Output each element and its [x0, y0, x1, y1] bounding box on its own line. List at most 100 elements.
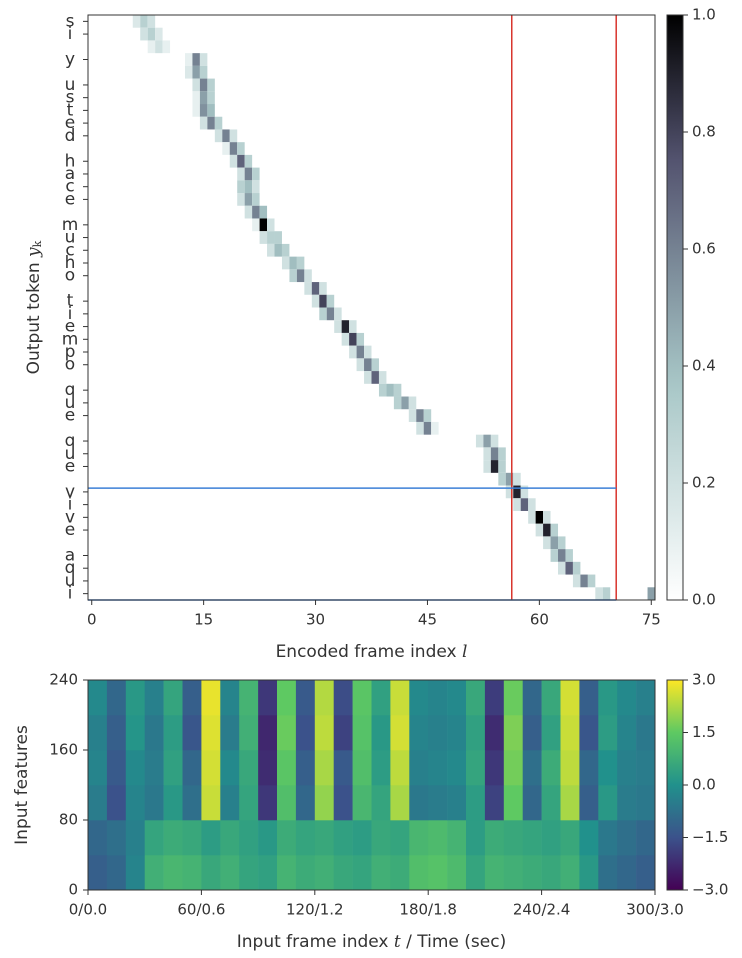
y-tick-label: t: [67, 291, 74, 311]
feature-cell: [579, 750, 599, 786]
feature-cell: [484, 785, 505, 821]
feature-cell: [106, 785, 127, 821]
attention-cell: [587, 574, 596, 588]
attention-cell: [595, 587, 603, 600]
attention-cell: [572, 574, 581, 588]
attention-cell: [505, 485, 514, 499]
feature-cell: [447, 820, 467, 856]
feature-cell: [503, 750, 523, 786]
y-tick-label: u: [65, 444, 76, 464]
feature-cell: [560, 785, 580, 821]
attention-cell: [513, 498, 521, 511]
attention-cell: [259, 231, 268, 244]
feature-cell: [522, 715, 542, 751]
y-tick-label: s: [66, 11, 75, 31]
attention-cell: [199, 78, 208, 92]
attention-cell: [274, 243, 282, 257]
feature-cell: [503, 680, 523, 716]
x-tick-label: 300/3.0: [626, 901, 684, 919]
colorbar-tick-label: 0.2: [692, 474, 716, 492]
attention-cell: [550, 536, 559, 550]
y-tick-label: i: [68, 495, 73, 515]
feature-cell: [220, 855, 240, 891]
feature-cell: [560, 820, 580, 856]
attention-cell: [296, 256, 305, 270]
feature-cell: [352, 680, 372, 716]
feature-cell: [144, 855, 164, 891]
feature-cell: [314, 750, 334, 786]
attention-cell: [214, 116, 223, 130]
attention-cell: [252, 205, 260, 219]
attention-cell: [237, 154, 245, 168]
attention-cell: [319, 294, 327, 308]
attention-cell: [237, 167, 245, 181]
x-tick-label: 0: [87, 611, 97, 629]
attention-cell: [155, 27, 163, 41]
feature-cell: [522, 820, 542, 856]
attention-cell: [483, 460, 491, 473]
feature-cell: [617, 750, 637, 786]
feature-cell: [258, 785, 278, 821]
y-tick-label: q: [65, 558, 76, 578]
attention-cell: [252, 218, 260, 232]
feature-cell: [239, 820, 259, 856]
attention-cell: [222, 142, 230, 155]
x-axis-label-part: Encoded frame index: [276, 642, 462, 662]
feature-cell: [447, 855, 467, 891]
attention-cell: [423, 409, 432, 422]
attention-cell: [483, 447, 491, 461]
feature-cell: [636, 785, 656, 821]
attention-cell: [199, 65, 208, 79]
attention-cell: [267, 231, 275, 244]
attention-cell: [423, 421, 432, 435]
y-tick-label: 80: [59, 811, 78, 829]
feature-cell: [409, 785, 429, 821]
feature-cell: [522, 680, 542, 716]
y-tick-label: y: [65, 50, 75, 70]
feature-cell: [503, 715, 523, 751]
feature-cell: [409, 820, 429, 856]
x-tick-label: 75: [642, 611, 661, 629]
x-tick-label: 30: [306, 611, 325, 629]
feature-cell: [428, 855, 448, 891]
y-tick-label: e: [65, 456, 75, 476]
attention-cell: [490, 434, 499, 448]
feature-cell: [258, 680, 278, 716]
y-tick-label: e: [65, 189, 75, 209]
feature-cell: [258, 855, 278, 891]
feature-cell: [390, 750, 410, 786]
feature-cell: [220, 820, 240, 856]
feature-cell: [541, 855, 561, 891]
attention-cell: [304, 269, 312, 283]
feature-cell: [125, 680, 145, 716]
feature-cell: [258, 715, 278, 751]
colorbar-tick-label: 0.4: [692, 357, 716, 375]
feature-cell: [541, 715, 561, 751]
feature-cell: [636, 680, 656, 716]
attention-cell: [401, 396, 409, 410]
feature-cell: [277, 715, 297, 751]
feature-cell: [371, 750, 391, 786]
feature-cell: [201, 750, 221, 786]
attention-cell: [222, 129, 230, 143]
attention-cell: [326, 307, 335, 321]
attention-cell: [416, 421, 424, 435]
y-tick-label: o: [65, 355, 75, 375]
feature-cell: [182, 785, 202, 821]
y-tick-label: 240: [49, 671, 78, 689]
attention-cell: [520, 498, 529, 511]
feature-cell: [277, 855, 297, 891]
attention-cell: [192, 78, 200, 92]
attention-cell: [565, 561, 573, 575]
feature-cell: [220, 785, 240, 821]
x-tick-label: 180/1.8: [399, 901, 457, 919]
feature-cell: [579, 715, 599, 751]
attention-cell: [229, 129, 238, 143]
feature-cell: [503, 785, 523, 821]
feature-cell: [352, 750, 372, 786]
y-tick-label: e: [65, 520, 75, 540]
y-tick-label: i: [68, 24, 73, 44]
attention-cell: [580, 574, 588, 588]
y-tick-label: u: [65, 75, 76, 95]
feature-cell: [409, 680, 429, 716]
